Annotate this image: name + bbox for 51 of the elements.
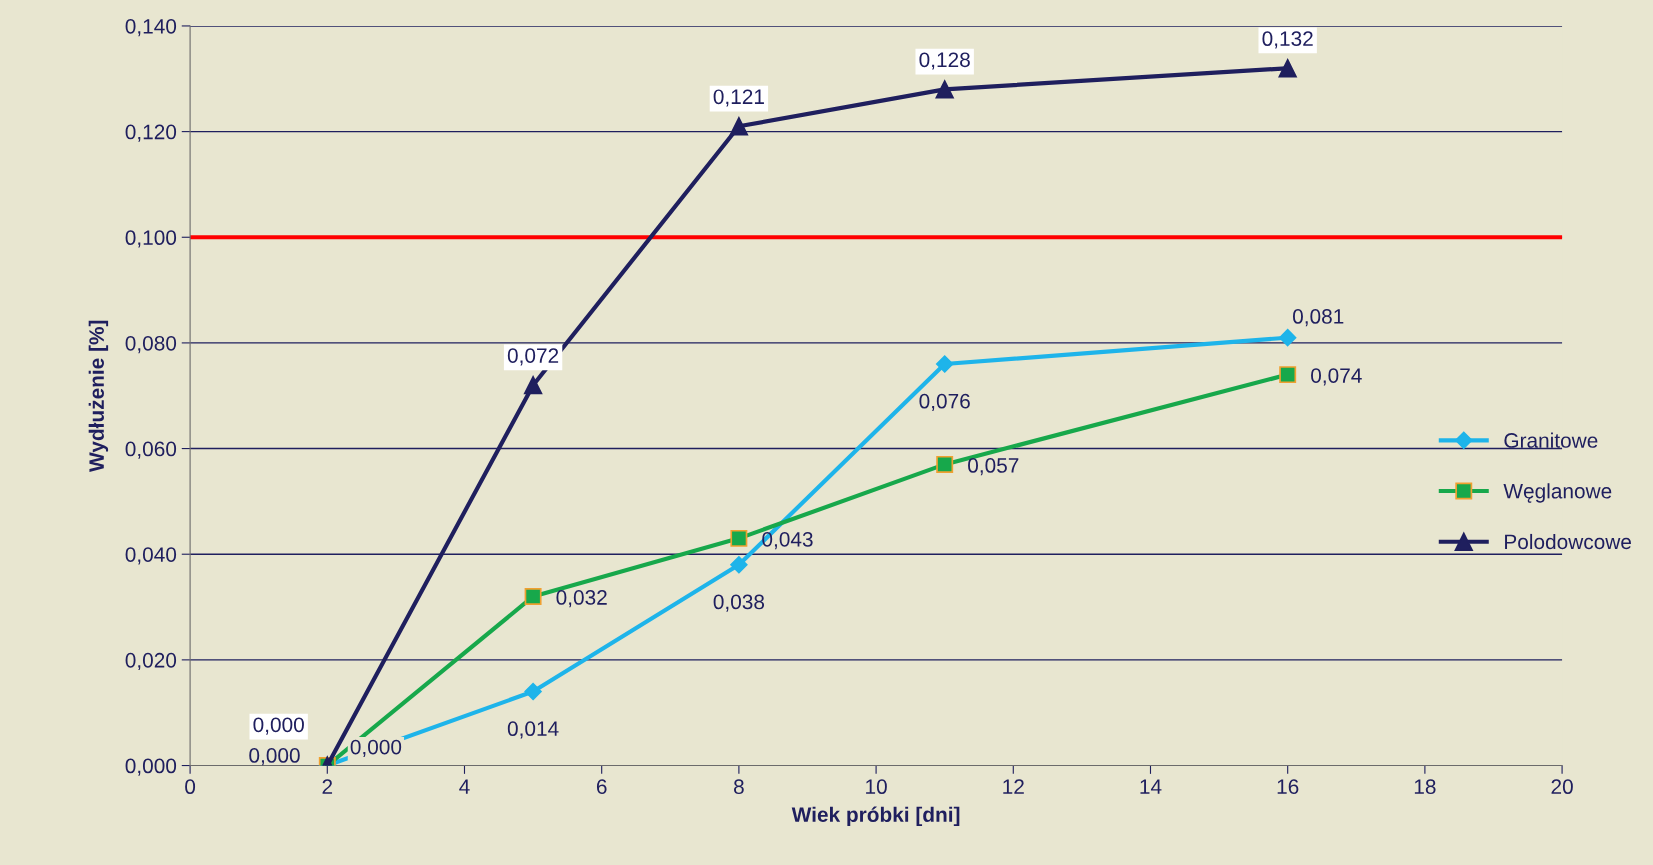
x-tick-label: 0 <box>185 779 196 795</box>
point <box>1278 59 1297 78</box>
legend-label: Węglanowe <box>1503 483 1612 503</box>
point <box>730 529 748 547</box>
y-tick-label: 0,020 <box>125 652 177 671</box>
data-label: 0,000 <box>253 717 304 735</box>
x-tick-label: 10 <box>866 779 887 795</box>
x-tick-label: 14 <box>1140 779 1162 794</box>
data-label: 0,057 <box>968 458 1019 476</box>
point <box>935 355 954 373</box>
data-label: 0,000 <box>350 739 402 757</box>
data-label: 0,076 <box>919 393 970 411</box>
data-label: 0,043 <box>762 531 813 550</box>
data-label: 0,074 <box>1311 368 1362 386</box>
legend-label: Polodowcowe <box>1505 533 1631 550</box>
x-tick-label: 6 <box>596 779 607 795</box>
point <box>936 455 954 473</box>
point <box>524 682 542 701</box>
data-label: 0,121 <box>713 89 764 107</box>
data-label: 0,132 <box>1262 31 1313 49</box>
y-tick-label: 0,000 <box>125 758 177 776</box>
data-label: 0,014 <box>507 721 559 739</box>
data-label: 0,081 <box>1292 309 1344 327</box>
y-axis-title: Wydłużenie [%] <box>88 320 109 472</box>
y-tick-label: 0,140 <box>125 18 177 37</box>
y-tick-label: 0,080 <box>125 335 177 354</box>
y-tick-label: 0,120 <box>125 124 177 142</box>
x-tick-label: 16 <box>1277 779 1299 795</box>
point <box>1278 328 1297 347</box>
x-tick-label: 4 <box>459 779 470 794</box>
y-tick-label: 0,060 <box>125 441 177 459</box>
data-label: 0,128 <box>919 52 970 70</box>
data-label: 0,038 <box>713 594 765 612</box>
x-tick-label: 20 <box>1551 779 1573 795</box>
point <box>730 556 748 574</box>
x-tick-label: 2 <box>322 779 333 794</box>
point <box>523 376 543 395</box>
legend-label: Granitowe <box>1504 432 1598 448</box>
x-axis-title: Wiek próbki [dni] <box>791 806 960 827</box>
y-tick-label: 0,100 <box>125 230 177 248</box>
x-tick-label: 12 <box>1003 779 1024 794</box>
x-tick-label: 8 <box>734 779 744 795</box>
point <box>729 117 749 136</box>
x-tick-label: 18 <box>1414 779 1436 795</box>
point <box>524 588 542 605</box>
data-label: 0,072 <box>507 348 559 366</box>
y-tick-label: 0,040 <box>125 547 177 565</box>
point <box>935 80 954 99</box>
data-label: 0,032 <box>556 590 607 608</box>
data-label: 0,000 <box>249 748 300 766</box>
point <box>1279 366 1297 384</box>
